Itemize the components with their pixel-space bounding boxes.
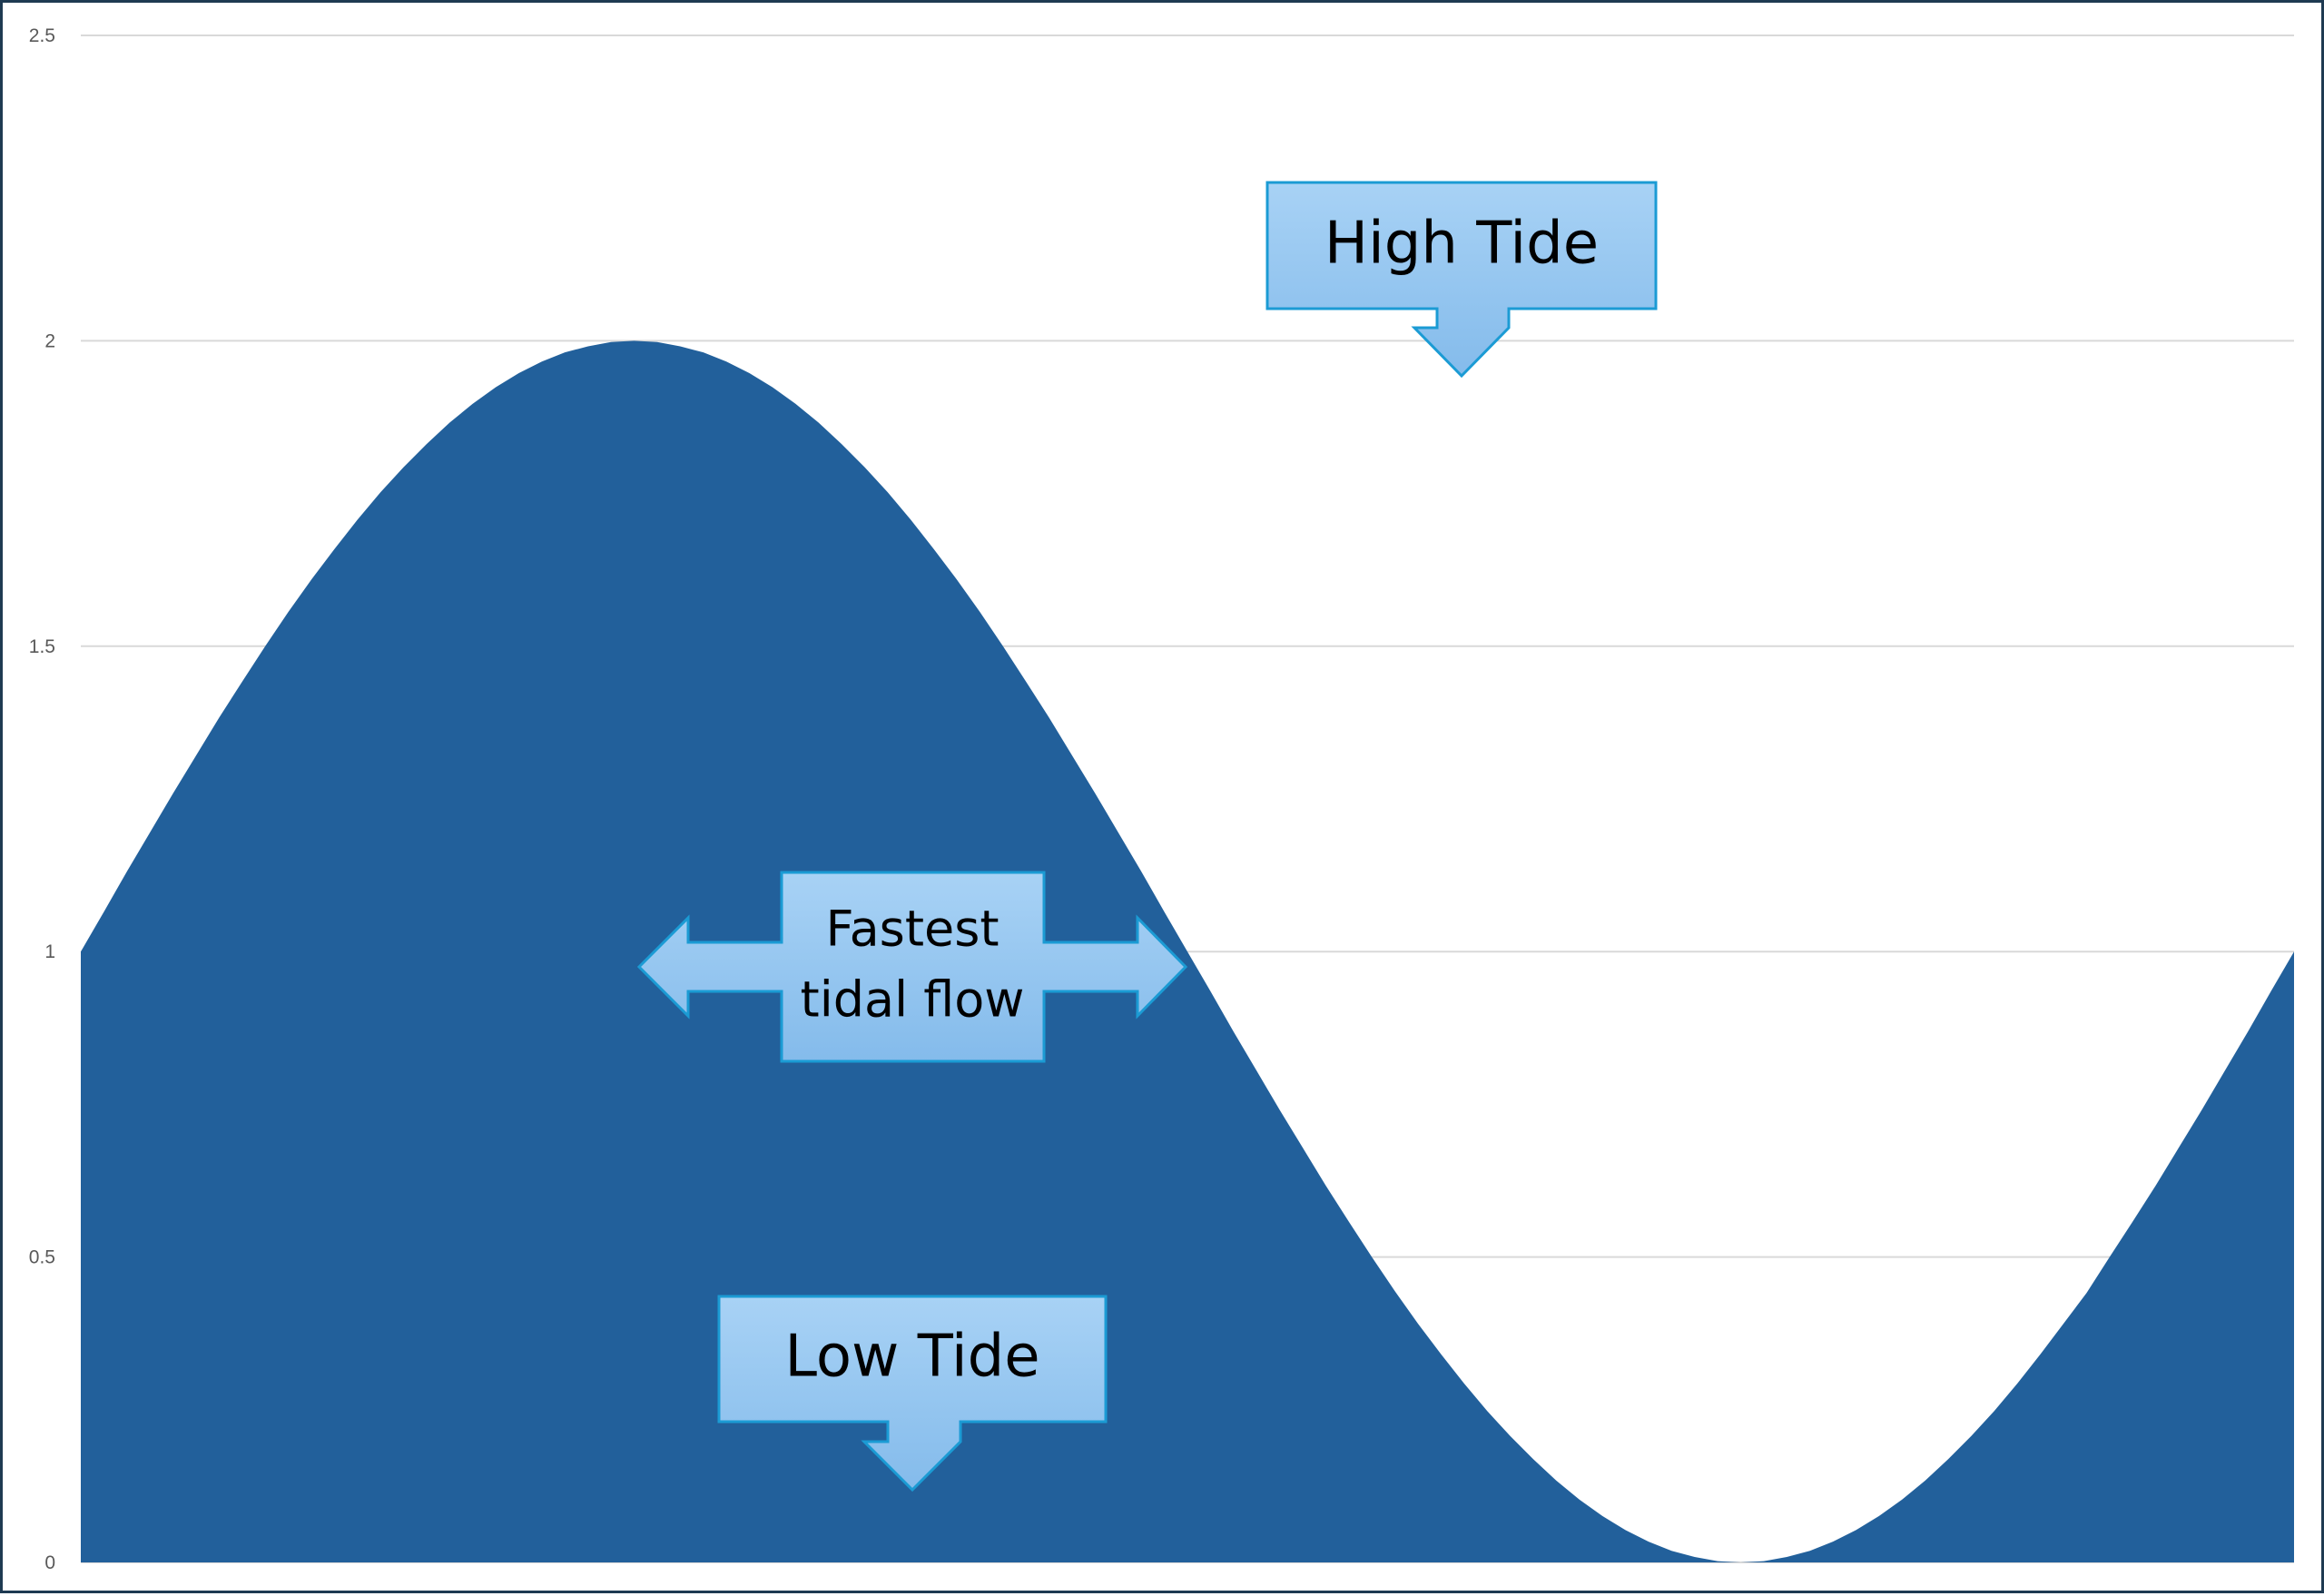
y-tick-label: 1 [44, 941, 55, 962]
fastest-flow-label-line2: tidal flow [801, 971, 1025, 1029]
fastest-flow-label-line1: Fastest [825, 901, 999, 958]
fastest-flow-callout-shape [636, 871, 1188, 1063]
y-tick-label: 0.5 [29, 1247, 55, 1268]
low-tide-label: Low Tide [784, 1324, 1039, 1391]
high-tide-callout: High Tide [1265, 181, 1658, 379]
y-tick-label: 2.5 [29, 25, 55, 46]
tide-chart: 0 0.5 1 1.5 2 2.5 High Tide Fastest tidal flo… [29, 25, 2294, 1573]
low-tide-callout-shape [717, 1295, 1108, 1493]
y-axis-tick-labels: 0 0.5 1 1.5 2 2.5 [29, 25, 55, 1573]
tide-area-series [81, 340, 2294, 1562]
fastest-flow-callout: Fastest tidal flow [636, 871, 1188, 1063]
low-tide-callout: Low Tide [717, 1295, 1108, 1493]
y-tick-label: 1.5 [29, 636, 55, 657]
high-tide-callout-shape [1265, 181, 1658, 379]
y-tick-label: 0 [44, 1552, 55, 1573]
tide-area [81, 340, 2294, 1562]
y-tick-label: 2 [44, 330, 55, 351]
high-tide-label: High Tide [1324, 211, 1599, 278]
